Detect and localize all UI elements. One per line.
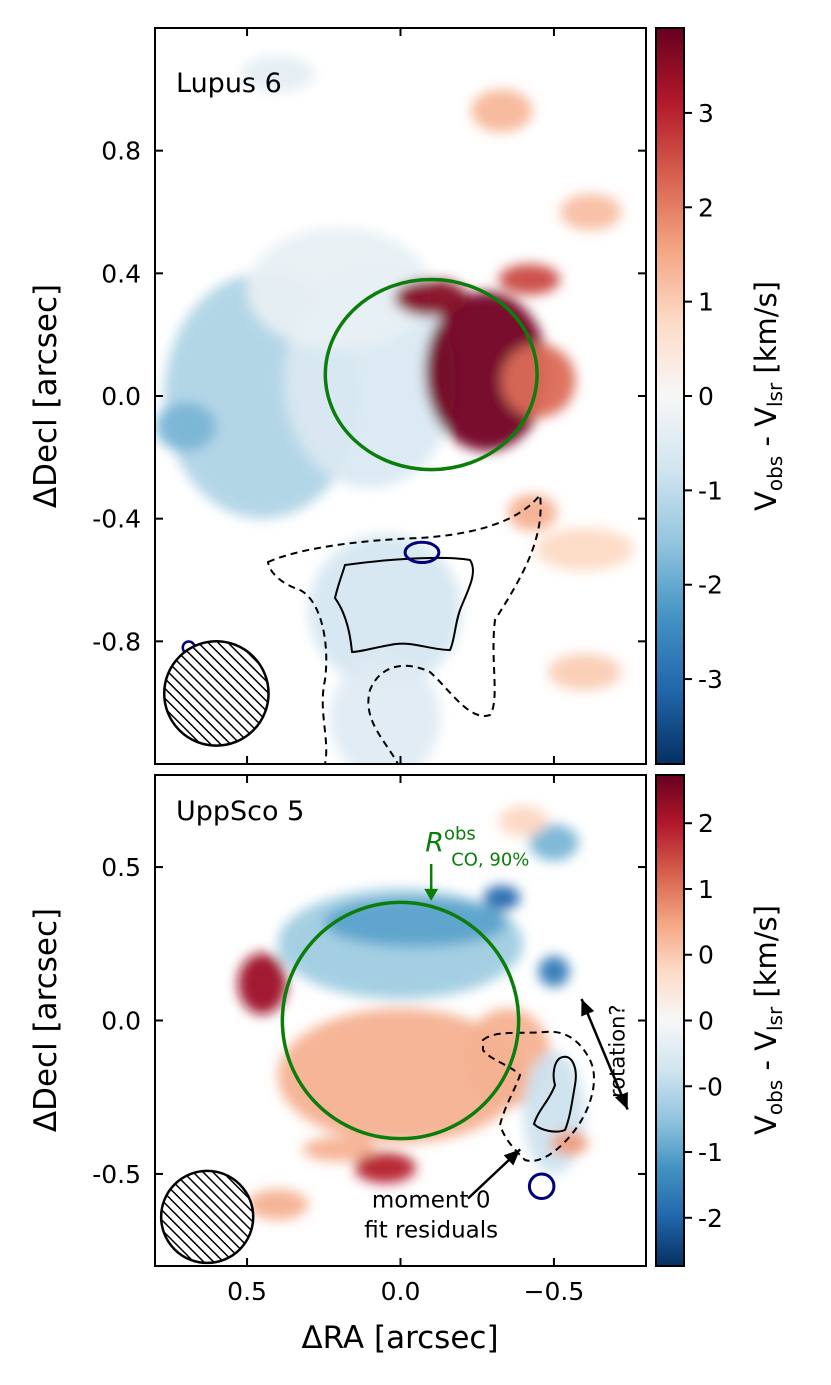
x-tick-label: 0.5 — [227, 1277, 267, 1306]
velocity-region-8 — [329, 656, 441, 764]
colorbar-1: 3 2 1 0 -1 -2 -3 Vobs - Vlsr [km/s] — [655, 27, 787, 765]
colorbar-gradient — [655, 774, 685, 1267]
x-axis-label: ΔRA [arcsec] — [301, 1320, 498, 1356]
velocity-region-2 — [247, 227, 432, 350]
r-co-arrowhead — [424, 888, 439, 901]
colorbar-tick-label: -2 — [698, 571, 723, 600]
y-axis-ticks: 0.8 0.4 0.0 -0.4 -0.8 — [92, 137, 646, 656]
residuals-label-line1: moment 0 — [372, 1188, 491, 1214]
colorbar-tick-label: -1 — [698, 1138, 723, 1167]
blue-contour — [527, 1172, 556, 1200]
colorbar-tick-label: 2 — [698, 809, 714, 838]
colorbar-tick-label: 0 — [698, 1007, 714, 1036]
residual-contour-dashed — [482, 1030, 595, 1162]
velocity-region-15 — [240, 55, 315, 93]
y-axis-ticks: 0.5 0.0 -0.5 — [92, 853, 646, 1189]
velocity-map — [155, 55, 634, 764]
y-tick-label: 0.4 — [101, 259, 141, 288]
panel-uppsco-5: UppSco 5 Robs CO, 90% rotation? moment 0… — [28, 774, 647, 1356]
velocity-region-7 — [308, 534, 462, 688]
residual-contour-solid — [333, 556, 474, 654]
colorbar-tick-label: 0 — [698, 382, 714, 411]
velocity-region-2 — [277, 1008, 524, 1144]
colorbar-ticks: 3 2 1 0 -1 -2 -3 — [684, 99, 723, 694]
colorbar-tick-label: 3 — [698, 99, 714, 128]
y-axis-label: ΔDecl [arcsec] — [28, 908, 64, 1132]
colorbar-tick-label: -1 — [698, 476, 723, 505]
y-tick-label: 0.0 — [101, 1007, 141, 1036]
velocity-region-7 — [483, 885, 521, 911]
x-axis-ticks — [246, 28, 555, 764]
co-radius-ellipse — [323, 277, 539, 472]
colorbar-tick-label: -2 — [698, 1204, 723, 1233]
r-co-label: Robs — [425, 824, 476, 859]
colorbar-tick-label: 1 — [698, 875, 714, 904]
y-tick-label: -0.4 — [92, 505, 141, 534]
colorbar-tick-label: 1 — [698, 288, 714, 317]
rotation-arrow — [580, 998, 629, 1110]
velocity-region-1 — [323, 897, 508, 947]
velocity-region-13 — [498, 805, 548, 837]
velocity-region-13 — [547, 653, 622, 691]
y-tick-label: -0.8 — [92, 627, 141, 656]
velocity-region-3 — [237, 952, 287, 1015]
colorbar-tick-label: 0 — [698, 941, 714, 970]
velocity-region-10 — [471, 89, 533, 133]
velocity-region-9 — [538, 956, 570, 987]
residual-contour-dashed — [266, 492, 542, 764]
y-tick-label: -0.5 — [92, 1160, 141, 1189]
y-axis-label: ΔDecl [arcsec] — [28, 284, 64, 508]
colorbar-tick-label: 2 — [698, 193, 714, 222]
y-tick-label: 0.0 — [101, 382, 141, 411]
panel-lupus-6: Lupus 6 0.8 0.4 0.0 -0.4 -0.8 ΔDecl [arcsec] — [28, 27, 647, 765]
x-axis-ticks: 0.5 0.0 −0.5 — [227, 775, 584, 1306]
colorbar-ticks: 2 1 0 0 -0 -1 -2 — [684, 809, 723, 1233]
rotation-arrowhead-top — [581, 999, 595, 1017]
y-tick-label: 0.5 — [101, 853, 141, 882]
blue-contour — [403, 540, 441, 565]
colorbar-label: Vobs - Vlsr [km/s] — [749, 905, 787, 1135]
colorbar-tick-label: -3 — [698, 665, 723, 694]
velocity-region-4 — [394, 279, 469, 317]
colorbar-2: 2 1 0 0 -0 -1 -2 Vobs - Vlsr [km/s] — [655, 774, 787, 1267]
colorbar-tick-label: -0 — [698, 1072, 723, 1101]
x-tick-label: 0.0 — [381, 1277, 421, 1306]
velocity-region-10 — [354, 1152, 416, 1184]
panel-label: Lupus 6 — [176, 68, 282, 99]
velocity-region-14 — [507, 494, 558, 531]
velocity-region-12 — [247, 1189, 309, 1220]
velocity-region-11 — [550, 1130, 588, 1156]
beam-ellipse — [159, 1169, 255, 1265]
x-tick-label: −0.5 — [524, 1277, 585, 1306]
velocity-region-9 — [155, 402, 217, 452]
panel-label: UppSco 5 — [176, 796, 304, 827]
residuals-label-line2: fit residuals — [364, 1218, 498, 1244]
rotation-label: rotation? — [606, 1004, 630, 1098]
velocity-region-8 — [529, 824, 579, 861]
velocity-region-5 — [498, 264, 561, 295]
velocity-region-11 — [560, 193, 622, 231]
colorbar-label: Vobs - Vlsr [km/s] — [749, 281, 787, 511]
velocity-region-3 — [425, 291, 548, 452]
velocity-map — [237, 805, 588, 1220]
y-tick-label: 0.8 — [101, 137, 141, 166]
residual-contour-solid — [532, 1055, 577, 1133]
velocity-region-12 — [535, 527, 634, 571]
velocity-region-5 — [302, 1137, 376, 1162]
colorbar-gradient — [655, 27, 685, 765]
residuals-arrowhead — [503, 1149, 521, 1166]
r-co-subscript: CO, 90% — [451, 850, 529, 871]
co-radius-circle — [280, 900, 521, 1141]
beam-ellipse — [162, 640, 270, 747]
rotation-arrowhead-bottom — [614, 1092, 628, 1110]
